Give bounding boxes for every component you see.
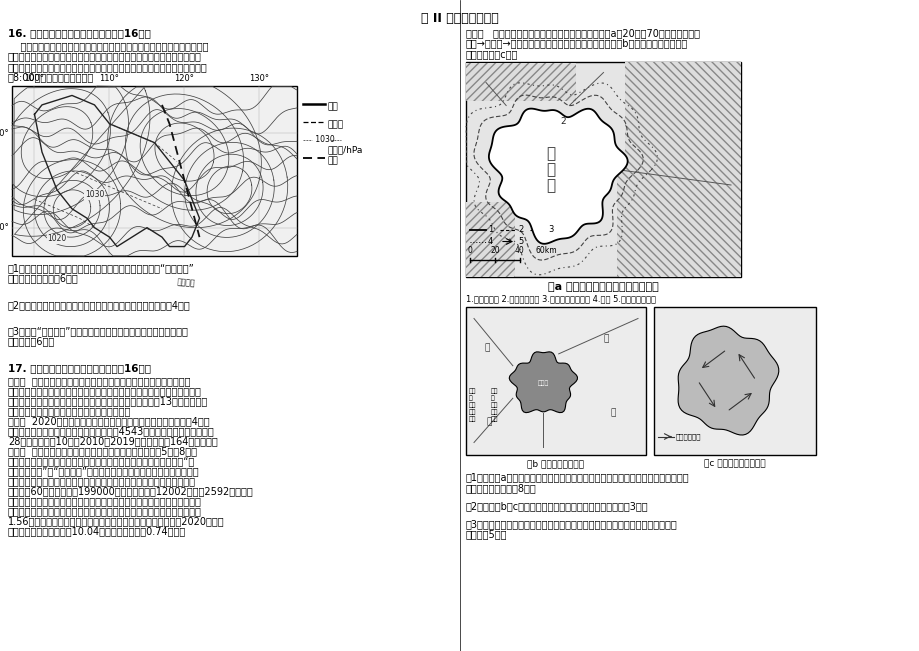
Polygon shape xyxy=(488,109,627,244)
Bar xyxy=(466,202,515,277)
Text: （3）说出底栖湟鱼湟湖的主要因素，并分析湟鱼在维护青海湖水鸟共生系统中的: （3）说出底栖湟鱼湟湖的主要因素，并分析湟鱼在维护青海湖水鸟共生系统中的 xyxy=(466,519,677,529)
Text: （3）指出“锋前增温”现象与冷气团锋锁的关系，并阴释产生该现象: （3）指出“锋前增温”现象与冷气团锋锁的关系，并阴释产生该现象 xyxy=(8,326,188,336)
Text: 湖: 湖 xyxy=(491,396,494,401)
Text: 新世→全新世→现代，从早到晚），青海湖流域示意图（图b）和青海湖现代湖流运: 新世→全新世→现代，从早到晚），青海湖流域示意图（图b）和青海湖现代湖流运 xyxy=(466,38,687,49)
Text: （2）结合图b图c，指出影响青海湖湖流流向的主要因素。（3分）: （2）结合图b图c，指出影响青海湖湖流流向的主要因素。（3分） xyxy=(466,501,648,511)
Text: 北回归线: 北回归线 xyxy=(176,277,196,288)
Text: 4: 4 xyxy=(487,237,493,246)
Text: 询，中国最大的内陆湖泊青海湖水体面积为4543平方公里，较上年同期增大: 询，中国最大的内陆湖泊青海湖水体面积为4543平方公里，较上年同期增大 xyxy=(8,426,214,436)
Text: （1）在图中适当位置用锋面符号绘制锋面示意图，并指出“锋前增温”: （1）在图中适当位置用锋面符号绘制锋面示意图，并指出“锋前增温” xyxy=(8,263,195,273)
Text: 河流: 河流 xyxy=(491,403,498,408)
Text: 作用。（5分）: 作用。（5分） xyxy=(466,529,507,540)
Text: 青: 青 xyxy=(545,146,554,161)
Text: 材料一  青海湖是青藏高原上的内流湖，湖盆边缘多以断裂与周围山相: 材料一 青海湖是青藏高原上的内流湖，湖盆边缘多以断裂与周围山相 xyxy=(8,376,190,386)
Text: 1.56亿尾，根据中国水产科学研究院长江水产研究所监测数据，2020年青海: 1.56亿尾，根据中国水产科学研究院长江水产研究所监测数据，2020年青海 xyxy=(8,516,224,526)
Text: 图a 青海湖晩更新世以来湖岸线变化: 图a 青海湖晩更新世以来湖岸线变化 xyxy=(548,283,658,292)
Text: 120°: 120° xyxy=(175,74,194,83)
Text: 2: 2 xyxy=(517,225,523,234)
Text: 国界: 国界 xyxy=(328,102,338,111)
Text: 山: 山 xyxy=(603,335,608,344)
Text: （1）结合图a和材料，说明从晩更新世以来青海湖面积变化特点，并指出近年来湖泊: （1）结合图a和材料，说明从晩更新世以来青海湖面积变化特点，并指出近年来湖泊 xyxy=(466,473,689,482)
Bar xyxy=(12,86,297,256)
Text: 5: 5 xyxy=(517,237,523,246)
Text: 1020: 1020 xyxy=(47,234,66,243)
Text: 湿地: 湿地 xyxy=(491,389,498,395)
Text: 60km: 60km xyxy=(536,247,557,255)
Text: 材料四   下图示意青海湖晩更新世以来湖岸线变化（图a，20世纪70年代数据，晩更: 材料四 下图示意青海湖晩更新世以来湖岸线变化（图a，20世纪70年代数据，晩更 xyxy=(466,28,699,38)
Text: 现象发生的区域。（6分）: 现象发生的区域。（6分） xyxy=(8,273,79,283)
Text: 雨，湖水通过东南部的倒潭河汇入黄河，是一个外流湖。至13万年前，由于: 雨，湖水通过东南部的倒潭河汇入黄河，是一个外流湖。至13万年前，由于 xyxy=(8,396,208,406)
Text: 青海湖: 青海湖 xyxy=(538,381,549,386)
Text: 建设的核心任务，不断加大人工增殖放流工作力度，已累计放流青海湖湟鱼: 建设的核心任务，不断加大人工增殖放流工作力度，已累计放流青海湖湟鱼 xyxy=(8,506,201,516)
Text: 1.现代湖岸线 2.全新世湖岸线 3.晩更新世古湖岸线 4.山地 5.河流及河谷平原: 1.现代湖岸线 2.全新世湖岸线 3.晩更新世古湖岸线 4.山地 5.河流及河谷… xyxy=(466,294,655,303)
Text: 17. 阅读图文材料，完成下列要求。（16分）: 17. 阅读图文材料，完成下列要求。（16分） xyxy=(8,363,151,373)
Text: 雪线: 雪线 xyxy=(469,417,476,422)
Text: 湟鱼都会沿着河流溯流而上，进入到河流淡水区域产卵，湟鱼会形成“半: 湟鱼都会沿着河流溯流而上，进入到河流淡水区域产卵，湟鱼会形成“半 xyxy=(8,456,195,466)
Text: 动示意图（图c）。: 动示意图（图c）。 xyxy=(466,49,517,59)
Text: 40°: 40° xyxy=(0,129,9,138)
Bar xyxy=(625,62,740,170)
Text: 湖: 湖 xyxy=(545,178,554,193)
Text: 28平方公里，近10年（2010至2019年）同期平均164平方公里。: 28平方公里，近10年（2010至2019年）同期平均164平方公里。 xyxy=(8,436,218,446)
Text: 「锋前增温」是一种常见的天气现象，一年四季均有发生。冷空气到来之: 「锋前增温」是一种常见的天气现象，一年四季均有发生。冷空气到来之 xyxy=(8,41,209,51)
Polygon shape xyxy=(509,352,577,413)
Bar xyxy=(466,62,740,277)
Text: 接。成湖初期，青海湖是一个大淡水湖，与黄河水系相连，随时气候趋和多: 接。成湖初期，青海湖是一个大淡水湖，与黄河水系相连，随时气候趋和多 xyxy=(8,386,201,396)
Text: 16. 阅读图文材料，完成下列要求。（16分）: 16. 阅读图文材料，完成下列要求。（16分） xyxy=(8,28,151,38)
Text: 0: 0 xyxy=(467,247,472,255)
Bar xyxy=(466,62,575,101)
Text: 日8:00的海平面等压线分布。: 日8:00的海平面等压线分布。 xyxy=(8,72,94,83)
Text: 130°: 130° xyxy=(249,74,269,83)
Text: 前，处在冷锋前部的地方，为暖湿气流控制。随着冷锋递近，冷空气把原来: 前，处在冷锋前部的地方，为暖湿气流控制。随着冷锋递近，冷空气把原来 xyxy=(8,51,201,61)
Text: （2）据图判断此次天气现象产生的季节，并说明判断依据。（4分）: （2）据图判断此次天气现象产生的季节，并说明判断依据。（4分） xyxy=(8,300,190,310)
Text: 2: 2 xyxy=(560,117,565,126)
Text: 第 II 卷（非选择题）: 第 II 卷（非选择题） xyxy=(421,12,498,25)
Bar xyxy=(617,159,740,277)
Text: 占主导地位的暖气团迅速挤压到狭窄区域聚集增温。下图示意我国局部地区某: 占主导地位的暖气团迅速挤压到狭窄区域聚集增温。下图示意我国局部地区某 xyxy=(8,62,208,72)
Text: 等压线/hPa: 等压线/hPa xyxy=(328,145,363,154)
Text: 淡水中生存时间越长，其成活率就越高。相关数据显示，青海湖湟鱼数量: 淡水中生存时间越长，其成活率就越高。相关数据显示，青海湖湟鱼数量 xyxy=(8,476,196,486)
Text: 1030: 1030 xyxy=(312,135,336,145)
Text: 湖湟鱼资源蕴藏量恢复到10.04万吨，较上年增加0.74万吨。: 湖湟鱼资源蕴藏量恢复到10.04万吨，较上年增加0.74万吨。 xyxy=(8,526,186,536)
Text: 槽线: 槽线 xyxy=(328,156,338,165)
Text: 海: 海 xyxy=(545,163,554,178)
Text: 生长缓慢，恢复困难。近年来青海省把青海湖渔业资源恢复作为青海湖生态: 生长缓慢，恢复困难。近年来青海省把青海湖渔业资源恢复作为青海湖生态 xyxy=(8,496,201,506)
Bar xyxy=(466,307,645,454)
Text: 40: 40 xyxy=(515,247,525,255)
Text: 冰川: 冰川 xyxy=(491,409,498,415)
Text: 30°: 30° xyxy=(0,223,9,232)
Text: 间清水半间鱼”、“群鸟叠鱼”等奇特的景观。湟鱼距产卵地越近，幼鱼在: 间清水半间鱼”、“群鸟叠鱼”等奇特的景观。湟鱼距产卵地越近，幼鱼在 xyxy=(8,466,199,476)
Text: 1030: 1030 xyxy=(85,190,104,199)
Text: 3: 3 xyxy=(548,225,552,234)
Text: 的原理。（6分）: 的原理。（6分） xyxy=(8,337,55,346)
Text: 图c 青海湖现代湖流运动: 图c 青海湖现代湖流运动 xyxy=(703,460,765,469)
Text: 山: 山 xyxy=(484,344,490,352)
Text: 110°: 110° xyxy=(99,74,119,83)
Bar xyxy=(653,307,815,454)
Text: 省级界: 省级界 xyxy=(328,120,344,129)
Text: 河流: 河流 xyxy=(469,403,476,408)
Text: 山: 山 xyxy=(486,417,492,426)
Text: 冰川: 冰川 xyxy=(469,409,476,415)
Text: 图b 青海湖流域示意图: 图b 青海湖流域示意图 xyxy=(527,460,584,469)
Text: 100°: 100° xyxy=(25,74,44,83)
Text: 材料二  2020年据青海省气象科学研究所卫星遥感资料监测显示，4月下: 材料二 2020年据青海省气象科学研究所卫星遥感资料监测显示，4月下 xyxy=(8,416,210,426)
Text: 20: 20 xyxy=(490,247,499,255)
Text: 新构造运动，青海湖由淡水湖逐渐变成咏水湖。: 新构造运动，青海湖由淡水湖逐渐变成咏水湖。 xyxy=(8,406,131,416)
Text: 山: 山 xyxy=(610,409,616,417)
Text: 湖: 湖 xyxy=(469,396,472,401)
Text: 面积扩大的原因。（8分）: 面积扩大的原因。（8分） xyxy=(466,483,536,493)
Text: 湖流运动方向: 湖流运动方向 xyxy=(675,433,701,440)
Polygon shape xyxy=(677,326,777,435)
Text: 雪线: 雪线 xyxy=(491,417,498,422)
Text: 1: 1 xyxy=(487,225,493,234)
Text: 湿地: 湿地 xyxy=(469,389,476,395)
Text: 材料三  湟鱼是青海湖中的特产，国家二级保护动物。每年5月到8月，: 材料三 湟鱼是青海湖中的特产，国家二级保护动物。每年5月到8月， xyxy=(8,446,197,456)
Text: 在上世纪60年代初曾达到199000吨的最高值，到12002年只有2592吨，湟鱼: 在上世纪60年代初曾达到199000吨的最高值，到12002年只有2592吨，湟… xyxy=(8,486,254,496)
